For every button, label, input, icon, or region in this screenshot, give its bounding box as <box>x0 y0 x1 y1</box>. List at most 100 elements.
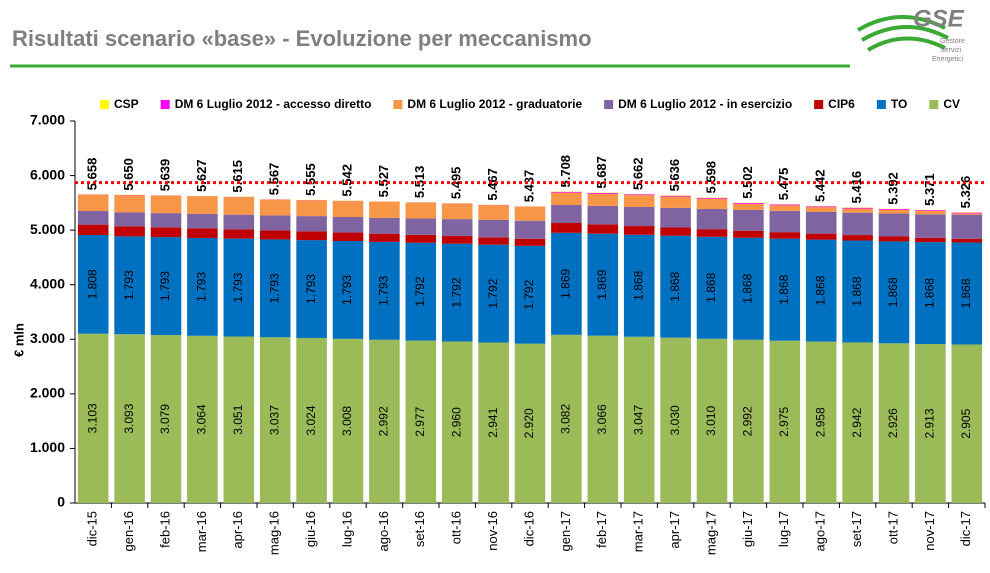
bar-segment <box>514 206 546 221</box>
bar-segment <box>259 230 291 240</box>
bar-segment <box>805 207 837 212</box>
value-label: 1.792 <box>486 278 500 308</box>
total-label: 5.442 <box>813 169 828 202</box>
bar-segment <box>551 232 582 335</box>
value-label: 1.793 <box>195 272 209 302</box>
x-tick-label: gen-16 <box>121 511 136 551</box>
bar-segment <box>842 240 873 343</box>
value-label: 2.942 <box>850 407 864 437</box>
bar-segment <box>223 214 255 230</box>
value-label: 1.868 <box>741 273 755 303</box>
x-tick-label: dic-15 <box>85 511 100 546</box>
bar-segment <box>369 233 400 242</box>
bar-segment <box>769 210 801 233</box>
bar-segment <box>187 196 218 214</box>
bar-segment <box>623 206 655 227</box>
bar-segment <box>623 234 655 337</box>
bar-segment <box>223 229 255 239</box>
legend-label: DM 6 Luglio 2012 - graduatorie <box>407 97 582 111</box>
bar-segment <box>259 239 291 338</box>
bar-segment <box>951 212 983 214</box>
x-tick-label: nov-17 <box>922 511 937 551</box>
bar-segment <box>77 194 109 211</box>
bar-segment <box>259 199 291 216</box>
total-label: 5.326 <box>958 176 973 209</box>
value-label: 2.913 <box>923 408 937 438</box>
bar-segment <box>623 195 655 207</box>
bar-segment <box>733 339 764 503</box>
bar-segment <box>332 232 364 242</box>
value-label: 2.977 <box>413 406 427 436</box>
x-tick-label: apr-17 <box>667 511 682 549</box>
bar-segment <box>405 218 437 235</box>
value-label: 1.868 <box>777 274 791 304</box>
bar-segment <box>114 226 145 237</box>
bar-segment <box>587 233 619 336</box>
bar-segment <box>332 201 364 217</box>
value-label: 3.047 <box>631 405 645 435</box>
bar-segment <box>587 193 619 206</box>
value-label: 1.792 <box>522 279 536 309</box>
legend-label: CSP <box>114 97 139 111</box>
value-label: 1.793 <box>267 273 281 303</box>
bar-segment <box>296 200 327 217</box>
legend-label: CIP6 <box>828 97 855 111</box>
bar-segment <box>769 238 801 341</box>
x-tick-label: dic-17 <box>958 511 973 546</box>
bar-segment <box>805 341 837 503</box>
bar-segment <box>405 234 437 243</box>
x-tick-label: ago-16 <box>376 511 391 551</box>
value-label: 3.010 <box>704 406 718 436</box>
value-label: 3.093 <box>122 403 136 433</box>
bar-segment <box>150 213 182 228</box>
y-tick-label: 4.000 <box>30 275 65 291</box>
bar-segment <box>878 209 910 210</box>
bar-segment <box>187 335 218 503</box>
bar-segment <box>733 209 764 231</box>
value-label: 3.082 <box>559 404 573 434</box>
bar-segment <box>478 237 509 245</box>
value-label: 1.868 <box>668 271 682 301</box>
bar-segment <box>405 242 437 341</box>
bar-segment <box>951 242 983 345</box>
bar-segment <box>842 235 873 241</box>
bar-segment <box>769 232 801 239</box>
total-label: 5.662 <box>631 157 646 190</box>
bar-segment <box>915 242 946 345</box>
total-label: 5.392 <box>885 172 900 205</box>
bar-segment <box>77 234 109 334</box>
bar-segment <box>842 207 873 209</box>
value-label: 1.868 <box>704 272 718 302</box>
x-tick-label: ott-17 <box>885 511 900 544</box>
value-label: 3.024 <box>304 405 318 435</box>
bar-segment <box>150 195 182 214</box>
bar-segment <box>733 203 764 210</box>
bar-segment <box>223 197 255 215</box>
bar-segment <box>478 244 509 343</box>
legend-swatch <box>100 100 109 109</box>
bar-segment <box>332 216 364 233</box>
bar-segment <box>878 236 910 242</box>
bar-segment <box>951 344 983 503</box>
y-tick-label: 1.000 <box>30 439 65 455</box>
y-axis-label: € mln <box>11 323 26 357</box>
value-label: 1.868 <box>923 278 937 308</box>
bar-segment <box>369 241 400 340</box>
bar-segment <box>660 195 691 197</box>
bar-segment <box>842 212 873 236</box>
bar-segment <box>587 224 619 234</box>
bar-segment <box>915 214 946 238</box>
bar-segment <box>951 238 983 243</box>
page-title: Risultati scenario «base» - Evoluzione p… <box>12 26 592 51</box>
value-label: 2.960 <box>449 407 463 437</box>
bar-segment <box>514 238 546 246</box>
value-label: 1.793 <box>304 274 318 304</box>
bar-segment <box>769 340 801 503</box>
x-tick-label: dic-16 <box>521 511 536 546</box>
bar-segment <box>769 205 801 211</box>
total-label: 5.627 <box>194 159 209 192</box>
value-label: 1.792 <box>413 276 427 306</box>
logo-mark <box>856 15 949 52</box>
bar-segment <box>660 227 691 236</box>
bar-segment <box>369 339 400 503</box>
